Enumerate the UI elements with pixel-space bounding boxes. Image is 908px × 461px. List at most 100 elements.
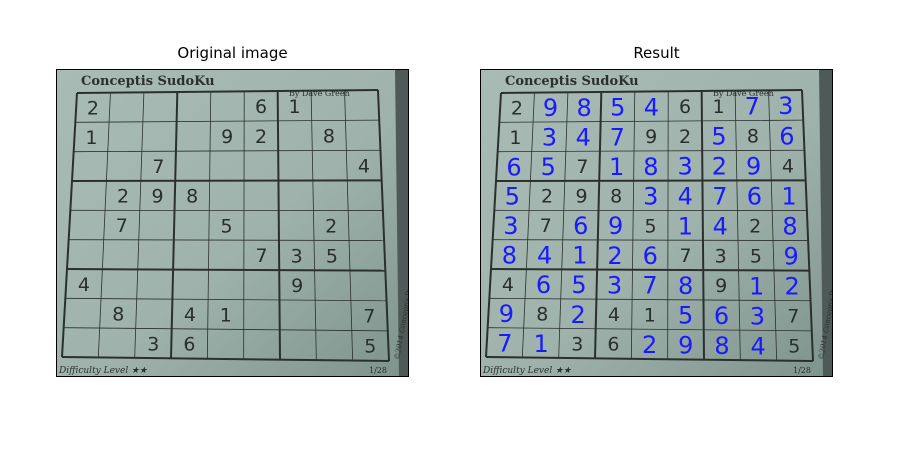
solved-digit: 3 (503, 212, 518, 240)
given-digit: 9 (291, 275, 303, 297)
given-digit: 7 (576, 156, 588, 178)
solved-sudoku-photo: Conceptis SudoKu By Dave Green Difficulty … (481, 70, 832, 376)
given-digit: 2 (325, 215, 337, 237)
grid-line-vertical (134, 92, 145, 358)
grid-line-horizontal (61, 356, 390, 362)
grid-line-horizontal (492, 239, 809, 241)
page-reference: 1/28 (793, 366, 811, 375)
given-digit: 4 (184, 304, 196, 326)
grid-line-horizontal (73, 149, 381, 153)
grid-line-vertical (521, 92, 535, 358)
given-digit: 8 (747, 125, 759, 147)
grid-line-vertical (97, 92, 111, 358)
solved-digit: 6 (779, 122, 794, 150)
table-shadow (395, 70, 408, 376)
solved-digit: 4 (750, 332, 765, 360)
given-digit: 7 (116, 215, 128, 237)
solved-digit: 5 (505, 183, 520, 211)
difficulty-level: Difficulty Level ★★ (482, 366, 572, 376)
solved-digit: 7 (610, 123, 625, 151)
grid-line-horizontal (68, 239, 385, 241)
solved-digit: 4 (644, 93, 659, 121)
given-digit: 6 (607, 334, 619, 356)
grid-line-horizontal (500, 89, 803, 94)
solved-digit: 2 (712, 153, 727, 181)
solved-digit: 4 (537, 242, 552, 270)
solved-digit: 1 (609, 153, 624, 181)
given-digit: 1 (509, 127, 521, 149)
given-digit: 7 (363, 306, 375, 328)
original-image-panel: Conceptis SudoKu By Dave Green Difficulty … (56, 69, 409, 377)
given-digit: 3 (715, 245, 727, 267)
solved-digit: 8 (782, 212, 797, 240)
given-digit: 9 (576, 186, 588, 208)
grid-line-horizontal (485, 356, 814, 362)
given-digit: 5 (326, 245, 338, 267)
given-digit: 5 (644, 215, 656, 237)
solved-digit: 6 (573, 212, 588, 240)
given-digit: 8 (112, 303, 124, 325)
grid-line-vertical (801, 89, 814, 362)
grid-line-vertical (276, 90, 281, 360)
solved-digit: 5 (610, 94, 625, 122)
solved-digit: 3 (607, 271, 622, 299)
given-digit: 3 (291, 245, 303, 267)
grid-line-vertical (243, 91, 245, 360)
left-panel-title: Original image (177, 44, 288, 62)
grid-line-horizontal (71, 179, 382, 182)
given-digit: 9 (715, 275, 727, 297)
given-digit: 4 (782, 155, 794, 177)
given-digit: 9 (152, 186, 164, 208)
result-image-panel: Conceptis SudoKu By Dave Green Difficulty … (480, 69, 833, 377)
solved-digit: 7 (745, 92, 760, 120)
byline: By Dave Green (713, 89, 774, 98)
solved-digit: 2 (607, 242, 622, 270)
solved-digit: 9 (746, 152, 761, 180)
solved-digit: 8 (577, 94, 592, 122)
solved-digit: 9 (543, 94, 558, 122)
solved-digit: 8 (678, 272, 693, 300)
solved-digit: 9 (608, 212, 623, 240)
solved-digit: 7 (497, 330, 512, 358)
solved-digit: 2 (642, 331, 657, 359)
solved-digit: 6 (747, 182, 762, 210)
grid-line-vertical (310, 90, 317, 361)
grid-line-horizontal (75, 119, 380, 123)
grid-line-horizontal (495, 179, 806, 182)
given-digit: 1 (220, 304, 232, 326)
given-digit: 3 (571, 333, 583, 355)
given-digit: 4 (358, 155, 370, 177)
solved-digit: 1 (533, 330, 548, 358)
solved-digit: 5 (571, 271, 586, 299)
grid-line-vertical (61, 92, 78, 358)
given-digit: 6 (679, 96, 691, 118)
given-digit: 1 (85, 127, 97, 149)
given-digit: 7 (255, 245, 267, 267)
difficulty-level: Difficulty Level ★★ (58, 366, 148, 376)
given-digit: 8 (186, 186, 198, 208)
given-digit: 2 (87, 98, 99, 120)
given-digit: 7 (787, 306, 799, 328)
grid-line-vertical (206, 91, 212, 359)
solved-digit: 1 (781, 182, 796, 210)
solved-digit: 3 (542, 124, 557, 152)
given-digit: 5 (788, 336, 800, 358)
solved-digit: 4 (576, 123, 591, 151)
solved-digit: 9 (678, 332, 693, 360)
grid-line-horizontal (66, 268, 386, 272)
given-digit: 7 (679, 245, 691, 267)
solved-digit: 3 (678, 153, 693, 181)
given-digit: 2 (679, 126, 691, 148)
given-digit: 2 (117, 186, 129, 208)
grid-line-vertical (630, 91, 636, 359)
given-digit: 9 (645, 126, 657, 148)
grid-line-horizontal (499, 119, 804, 123)
brand-title: Conceptis SudoKu (81, 74, 215, 89)
grid-line-horizontal (63, 327, 388, 332)
given-digit: 4 (502, 274, 514, 296)
grid-line-horizontal (76, 89, 379, 94)
original-sudoku-photo: Conceptis SudoKu By Dave Green Difficulty … (57, 70, 408, 376)
solved-digit: 1 (572, 242, 587, 270)
given-digit: 2 (255, 126, 267, 148)
grid-line-vertical (558, 92, 569, 358)
